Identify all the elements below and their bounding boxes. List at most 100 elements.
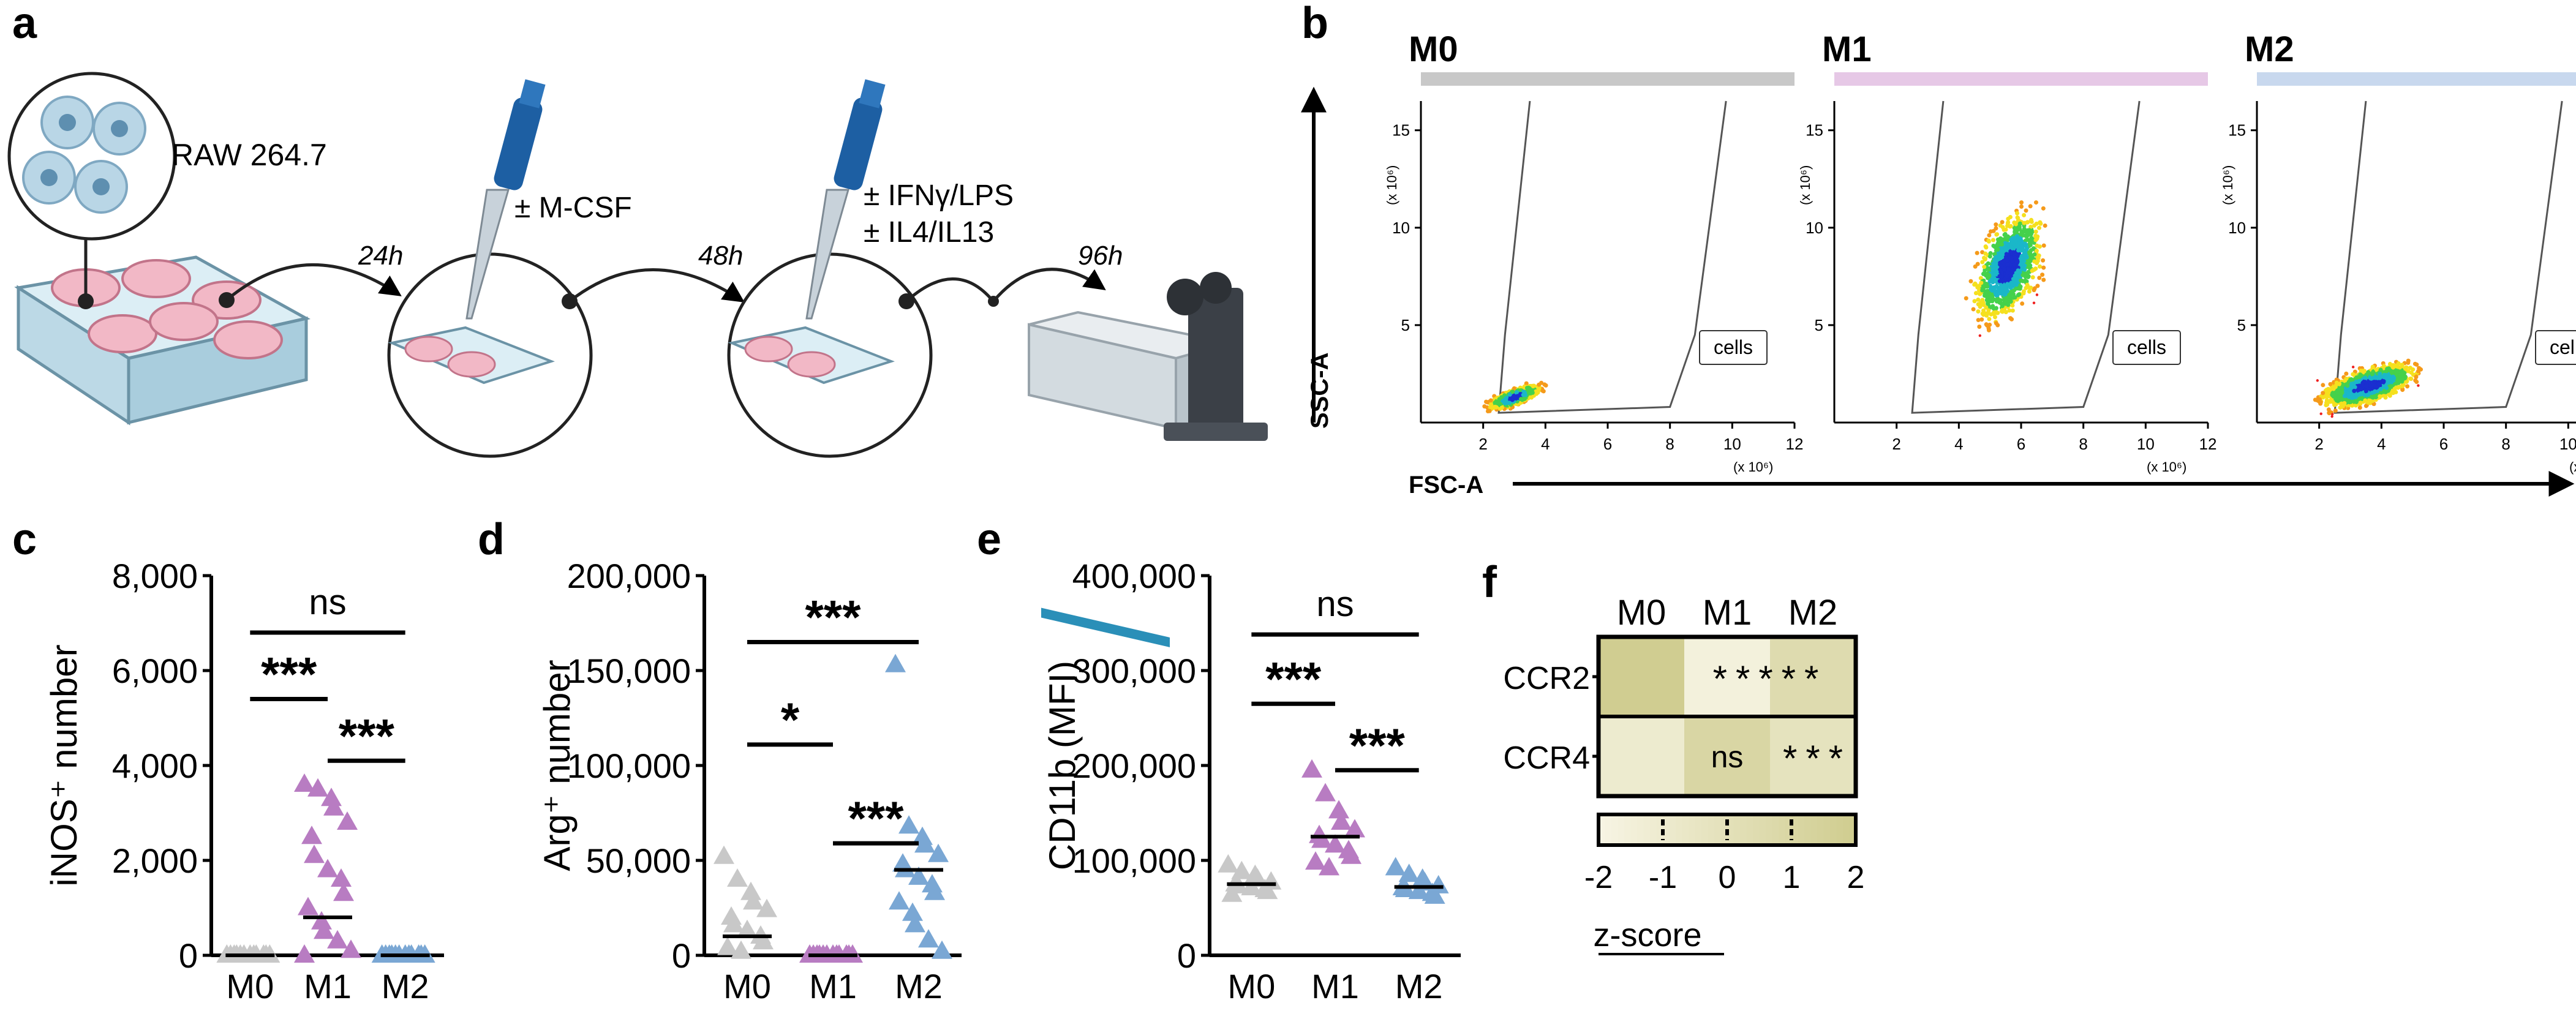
- colorbar-segment: [1817, 814, 1825, 845]
- condition-bar: [2257, 72, 2576, 86]
- colorbar-segment: [1849, 814, 1856, 845]
- colorbar-tick-label: -2: [1584, 860, 1613, 895]
- series-m0: [714, 845, 777, 959]
- significance-label: ***: [261, 647, 317, 701]
- colorbar-segment: [1599, 814, 1606, 845]
- x-tick-label: 10: [2559, 435, 2576, 453]
- time-96h: 96h: [1078, 241, 1123, 271]
- y-tick-label: 0: [1177, 936, 1196, 975]
- x-tick-label: 8: [2501, 435, 2510, 453]
- x-tick-label: 2: [1478, 435, 1487, 453]
- colorbar-segment: [1689, 814, 1696, 845]
- x-tick-label: 4: [1541, 435, 1550, 453]
- data-point: [1241, 876, 1262, 895]
- series-m0: [216, 944, 281, 963]
- colorbar-segment: [1701, 814, 1709, 845]
- y-scale-label: (x 10⁶): [2220, 165, 2235, 205]
- column-label: M1: [1703, 593, 1752, 633]
- colorbar-tick-label: 0: [1719, 860, 1736, 895]
- y-tick-label: 5: [1401, 316, 1410, 334]
- y-tick-label: 200,000: [567, 557, 691, 595]
- colorbar-segment: [1830, 814, 1837, 845]
- heatmap-cell: [1684, 637, 1770, 716]
- colorbar-segment: [1779, 814, 1786, 845]
- colorbar-segment: [1650, 814, 1657, 845]
- panel-label-d: d: [478, 515, 505, 564]
- data-point: [1385, 857, 1406, 876]
- event-dots: [2313, 358, 2423, 418]
- colorbar-border: [1597, 813, 1858, 847]
- data-point: [1305, 851, 1326, 870]
- colorbar-segment: [1798, 814, 1805, 845]
- x-tick-label: 4: [2377, 435, 2386, 453]
- time-48h: 48h: [698, 241, 743, 271]
- y-tick-label: 4,000: [112, 746, 198, 785]
- data-point: [1325, 834, 1346, 853]
- colorbar-segment: [1611, 814, 1619, 845]
- y-axis-label: CD11b (MFI): [1042, 661, 1083, 870]
- data-point: [714, 845, 734, 864]
- data-point: [1311, 829, 1332, 848]
- heatmap-cell: [1684, 716, 1770, 796]
- colorbar-segment: [1618, 814, 1625, 845]
- data-point: [294, 944, 315, 963]
- series-m2: [371, 944, 435, 963]
- y-tick-label: 0: [179, 936, 198, 975]
- heatmap-cell: [1599, 637, 1684, 716]
- colorbar-segment: [1605, 814, 1612, 845]
- data-point: [1257, 881, 1278, 900]
- x-tick-label: 6: [2017, 435, 2025, 453]
- y-tick-label: 15: [1806, 121, 1823, 140]
- data-point: [1315, 783, 1336, 802]
- data-point: [1398, 863, 1420, 882]
- colorbar-segment: [1759, 814, 1766, 845]
- cell-label: *****: [1713, 658, 1828, 699]
- heatmap-ccr: M0 M1 M2 CCR2 CCR4 ***** ns *** -2 -1 0 1 2 z-score: [1503, 593, 1865, 955]
- y-tick-label: 15: [2228, 121, 2246, 140]
- data-point: [932, 940, 952, 959]
- y-tick-label: 5: [1815, 316, 1823, 334]
- colorbar-segment: [1727, 814, 1734, 845]
- row-label: CCR4: [1503, 740, 1590, 776]
- data-point: [905, 914, 925, 933]
- y-axis-label: Arg⁺ number: [537, 660, 578, 871]
- x-scale-label: (x 10⁶): [1733, 459, 1773, 475]
- x-tick-label: M0: [723, 967, 771, 1006]
- significance-label: ***: [339, 709, 395, 762]
- colorbar-label: z-score: [1593, 917, 1701, 953]
- data-point: [731, 940, 751, 959]
- time-24h: 24h: [358, 241, 403, 271]
- flow-plots: M0 2 4 6 8 10 12 5 10 15 (x 10⁶) (x 10⁶) cells M1 2 4 6 8…: [1384, 29, 2576, 475]
- x-tick-label: 4: [1954, 435, 1963, 453]
- data-point: [737, 919, 758, 938]
- x-tick-label: 6: [1603, 435, 1612, 453]
- y-tick-label: 400,000: [1072, 557, 1196, 595]
- colorbar-segment: [1843, 814, 1850, 845]
- data-point: [317, 859, 338, 878]
- colorbar-segment: [1823, 814, 1831, 845]
- y-tick-label: 2,000: [112, 841, 198, 880]
- gate-label-box: [2535, 330, 2576, 365]
- data-point: [304, 844, 325, 863]
- data-point: [301, 825, 322, 844]
- data-point: [1301, 759, 1322, 778]
- colorbar-segment: [1733, 814, 1741, 845]
- data-point: [924, 881, 945, 900]
- y-scale-label: (x 10⁶): [1798, 165, 1813, 205]
- data-point: [908, 866, 929, 885]
- pipette-icon-2: [805, 79, 886, 320]
- colorbar-segment: [1624, 814, 1632, 845]
- panel-label-b: b: [1301, 0, 1328, 48]
- data-point: [1344, 819, 1365, 838]
- x-tick-label: M1: [809, 967, 857, 1006]
- colorbar-segment: [1810, 814, 1818, 845]
- row-label: CCR2: [1503, 661, 1590, 696]
- data-point: [341, 939, 361, 958]
- data-point: [723, 914, 744, 933]
- data-point: [740, 881, 761, 900]
- colorbar-tick-label: 2: [1847, 860, 1865, 895]
- data-point: [314, 920, 334, 939]
- cell-line-label: RAW 264.7: [171, 138, 327, 172]
- colorbar-segment: [1740, 814, 1747, 845]
- data-point: [743, 891, 764, 910]
